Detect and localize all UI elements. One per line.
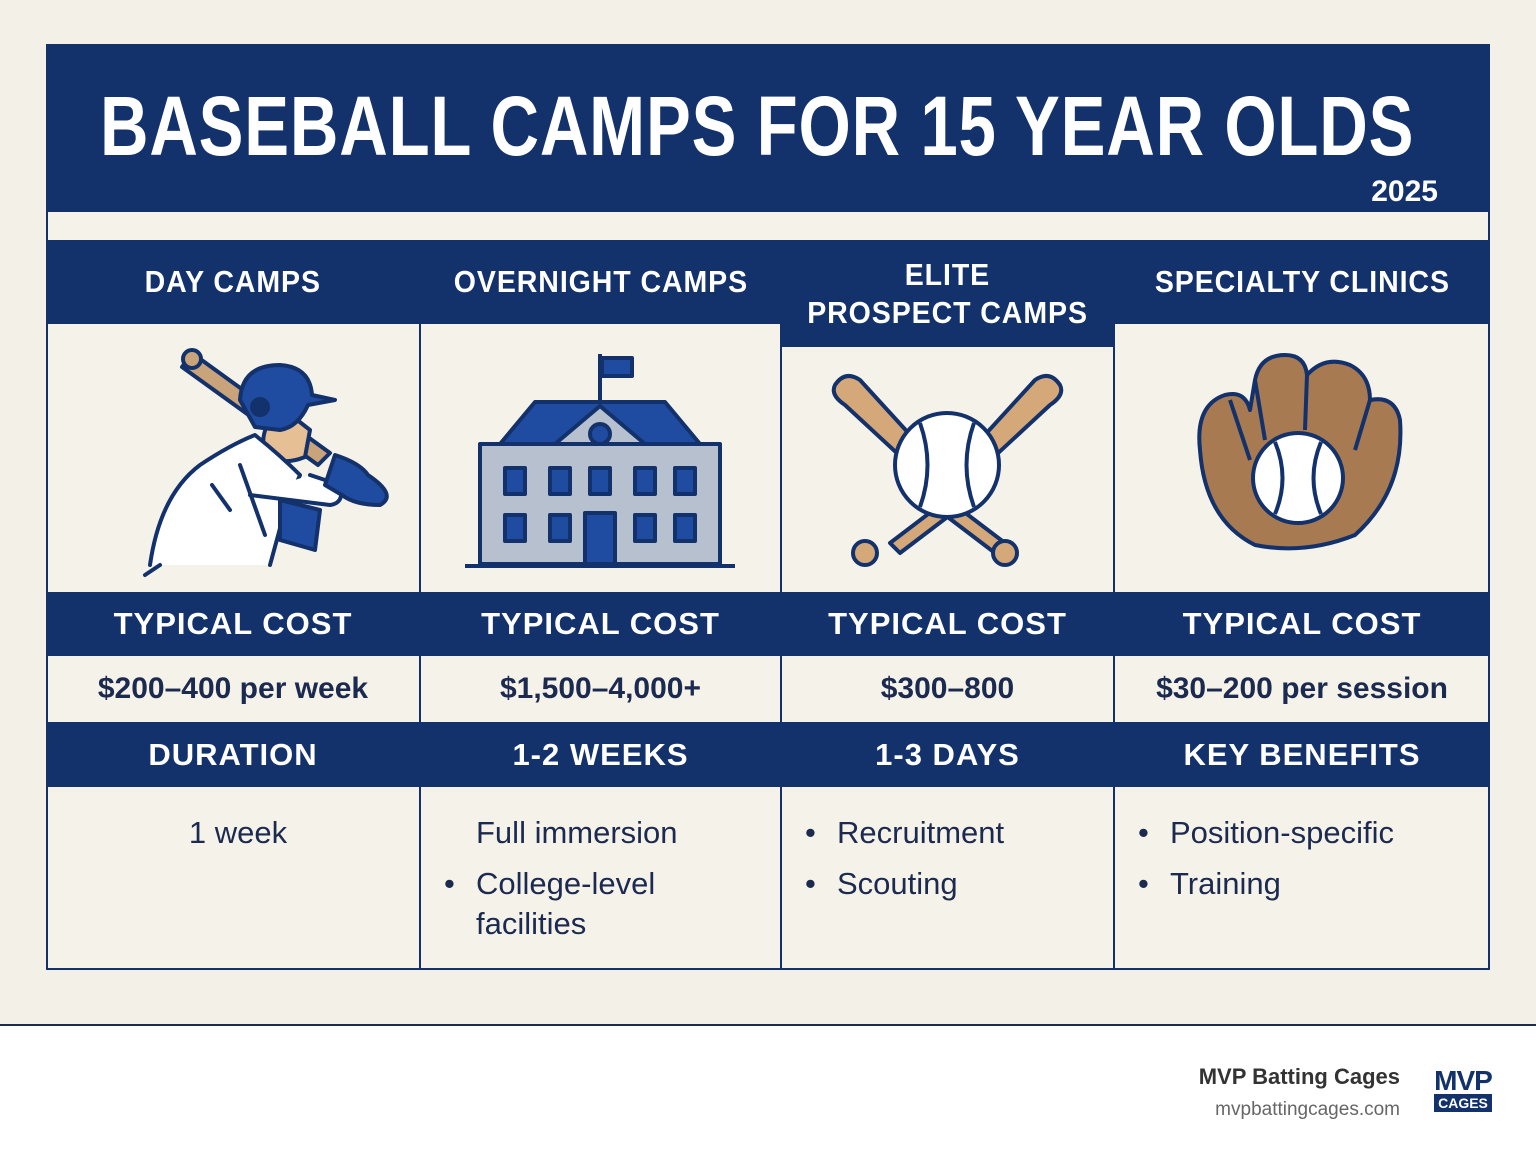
- footer: [0, 1024, 1536, 1154]
- logo: MVP CAGES: [1434, 1065, 1493, 1112]
- crossed-bats-icon: [831, 374, 1064, 567]
- column-heading: ELITE PROSPECT CAMPS: [781, 240, 1114, 347]
- details: 1 week: [46, 787, 420, 968]
- detail-heading: 1-2 WEEKS: [420, 722, 781, 787]
- detail-item: College-level facilities: [444, 864, 706, 944]
- cost-value: $300–800: [880, 672, 1015, 705]
- heading-line: DAY CAMPS: [144, 264, 322, 300]
- column-divider: [780, 240, 782, 970]
- title: BASEBALL CAMPS FOR 15 YEAR OLDS: [100, 79, 1415, 173]
- detail-item: Recruitment: [805, 813, 1004, 853]
- cost-label: TYPICAL COST: [420, 592, 781, 656]
- detail-heading: DURATION: [46, 722, 420, 787]
- detail-item: Position-specific: [1138, 813, 1394, 853]
- url: mvpbattingcages.com: [1215, 1099, 1400, 1120]
- details: Recruitment Scouting: [781, 787, 1114, 968]
- building-icon: [465, 354, 735, 568]
- detail-item: Full immersion: [476, 815, 678, 850]
- column-heading: OVERNIGHT CAMPS: [420, 240, 781, 324]
- column-divider: [1113, 240, 1115, 970]
- detail-item: Scouting: [805, 864, 958, 904]
- logo-top: MVP: [1434, 1065, 1493, 1096]
- heading-line: OVERNIGHT CAMPS: [453, 264, 748, 300]
- cost-label: TYPICAL COST: [1114, 592, 1490, 656]
- year: 2025: [1371, 175, 1438, 208]
- detail-item: 1 week: [188, 815, 288, 850]
- logo-bottom: CAGES: [1434, 1094, 1492, 1112]
- batter-icon: [143, 348, 389, 577]
- cost-label: TYPICAL COST: [46, 592, 420, 656]
- cost-label: TYPICAL COST: [781, 592, 1114, 656]
- details: Full immersion College-level facilities: [420, 787, 781, 968]
- brand: MVP Batting Cages: [1198, 1064, 1400, 1089]
- column-heading: DAY CAMPS: [46, 240, 420, 324]
- column-heading: SPECIALTY CLINICS: [1114, 240, 1490, 324]
- heading-line: PROSPECT CAMPS: [807, 294, 1088, 330]
- column-divider: [419, 240, 421, 970]
- detail-heading: 1-3 DAYS: [781, 722, 1114, 787]
- cost-value: $200–400 per week: [97, 672, 369, 705]
- detail-item: Training: [1138, 864, 1281, 904]
- cost-value: $1,500–4,000+: [499, 672, 702, 705]
- heading-line: SPECIALTY CLINICS: [1154, 264, 1450, 300]
- cost-value: $30–200 per session: [1156, 672, 1448, 705]
- detail-heading: KEY BENEFITS: [1114, 722, 1490, 787]
- heading-line: ELITE: [904, 257, 991, 293]
- details: Position-specific Training: [1114, 787, 1490, 968]
- header-band: [46, 44, 1490, 212]
- glove-icon: [1197, 353, 1403, 551]
